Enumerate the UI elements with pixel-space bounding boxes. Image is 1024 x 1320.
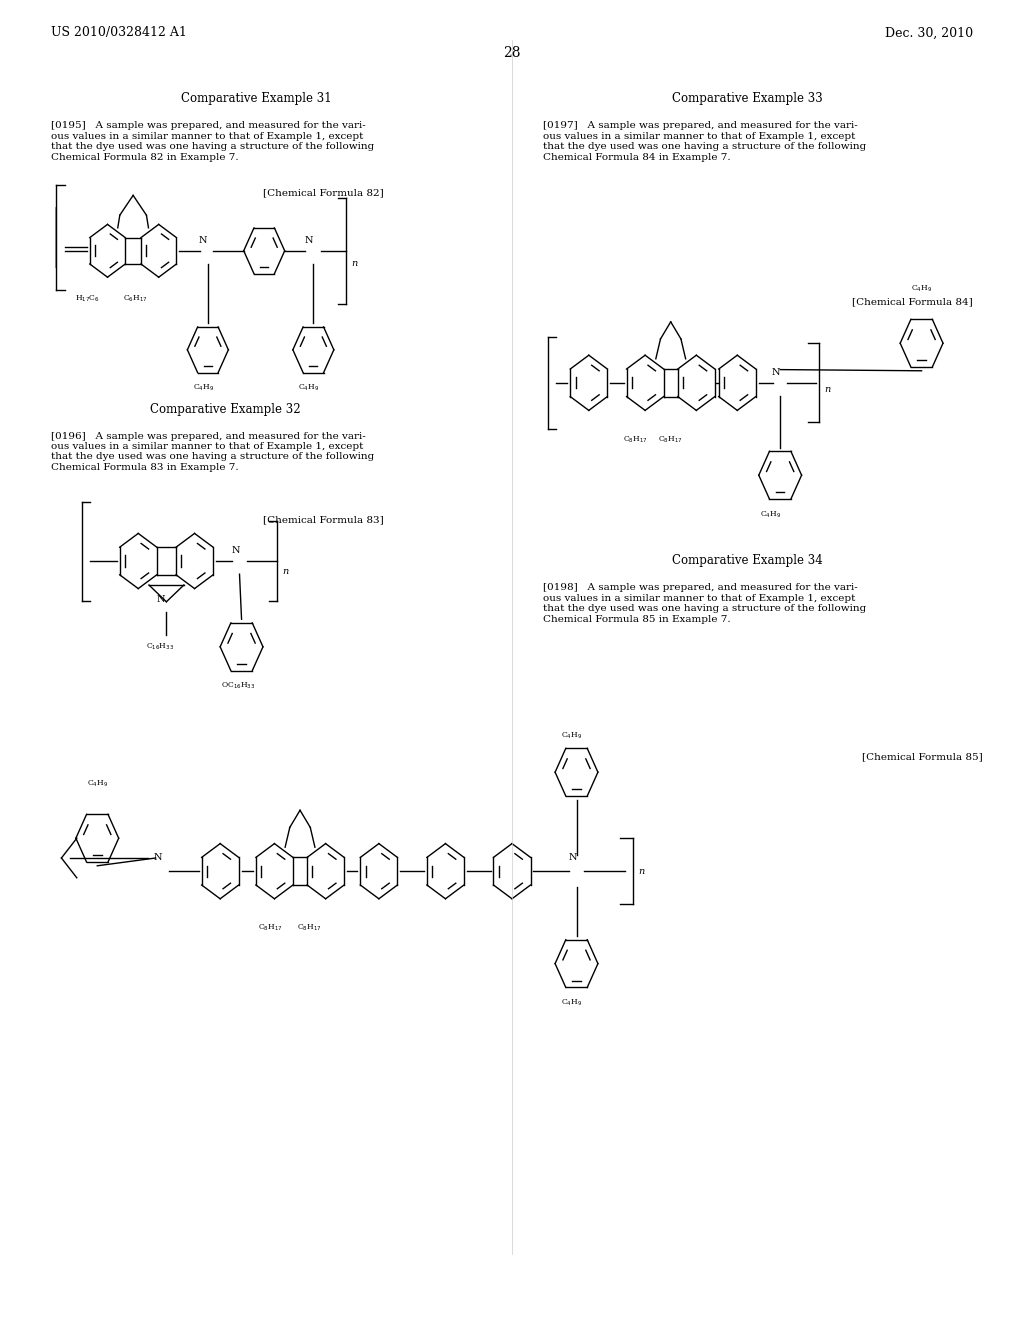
Text: C$_4$H$_9$: C$_4$H$_9$	[561, 998, 583, 1008]
Text: C$_4$H$_9$: C$_4$H$_9$	[193, 383, 214, 393]
Text: N: N	[304, 236, 312, 244]
Text: [0196]   A sample was prepared, and measured for the vari-
ous values in a simil: [0196] A sample was prepared, and measur…	[51, 432, 375, 471]
Text: H$_{17}$C$_6$: H$_{17}$C$_6$	[75, 293, 99, 304]
Text: C$_4$H$_9$: C$_4$H$_9$	[911, 284, 932, 294]
Text: C$_8$H$_{17}$: C$_8$H$_{17}$	[623, 434, 647, 445]
Text: C$_8$H$_{17}$: C$_8$H$_{17}$	[258, 923, 283, 933]
Text: Comparative Example 33: Comparative Example 33	[672, 92, 823, 106]
Text: OC$_{16}$H$_{33}$: OC$_{16}$H$_{33}$	[221, 681, 255, 692]
Text: [0197]   A sample was prepared, and measured for the vari-
ous values in a simil: [0197] A sample was prepared, and measur…	[543, 121, 866, 161]
Text: C$_4$H$_9$: C$_4$H$_9$	[298, 383, 319, 393]
Text: [Chemical Formula 82]: [Chemical Formula 82]	[263, 189, 384, 198]
Text: [0195]   A sample was prepared, and measured for the vari-
ous values in a simil: [0195] A sample was prepared, and measur…	[51, 121, 375, 161]
Text: n: n	[351, 260, 357, 268]
Text: C$_4$H$_9$: C$_4$H$_9$	[561, 730, 583, 741]
Text: N: N	[231, 546, 240, 554]
Text: C$_4$H$_9$: C$_4$H$_9$	[760, 510, 781, 520]
Text: C$_6$H$_{17}$: C$_6$H$_{17}$	[123, 293, 147, 304]
Text: n: n	[824, 385, 830, 393]
Text: [Chemical Formula 84]: [Chemical Formula 84]	[852, 297, 973, 306]
Text: [Chemical Formula 83]: [Chemical Formula 83]	[263, 515, 384, 524]
Text: C$_8$H$_{17}$: C$_8$H$_{17}$	[658, 434, 683, 445]
Text: N: N	[156, 594, 165, 603]
Text: n: n	[283, 568, 289, 576]
Text: US 2010/0328412 A1: US 2010/0328412 A1	[51, 26, 187, 40]
Text: Comparative Example 32: Comparative Example 32	[150, 403, 301, 416]
Text: C$_4$H$_9$: C$_4$H$_9$	[87, 779, 108, 789]
Text: [Chemical Formula 85]: [Chemical Formula 85]	[862, 752, 983, 762]
Text: C$_8$H$_{17}$: C$_8$H$_{17}$	[297, 923, 322, 933]
Text: N: N	[199, 236, 207, 244]
Text: Comparative Example 31: Comparative Example 31	[180, 92, 332, 106]
Text: 28: 28	[503, 46, 521, 61]
Text: Comparative Example 34: Comparative Example 34	[672, 554, 823, 568]
Text: N: N	[772, 368, 780, 376]
Text: Dec. 30, 2010: Dec. 30, 2010	[885, 26, 973, 40]
Text: C$_{16}$H$_{33}$: C$_{16}$H$_{33}$	[146, 642, 174, 652]
Text: [0198]   A sample was prepared, and measured for the vari-
ous values in a simil: [0198] A sample was prepared, and measur…	[543, 583, 866, 623]
Text: N: N	[568, 854, 577, 862]
Text: N: N	[154, 854, 162, 862]
Text: n: n	[638, 867, 644, 875]
